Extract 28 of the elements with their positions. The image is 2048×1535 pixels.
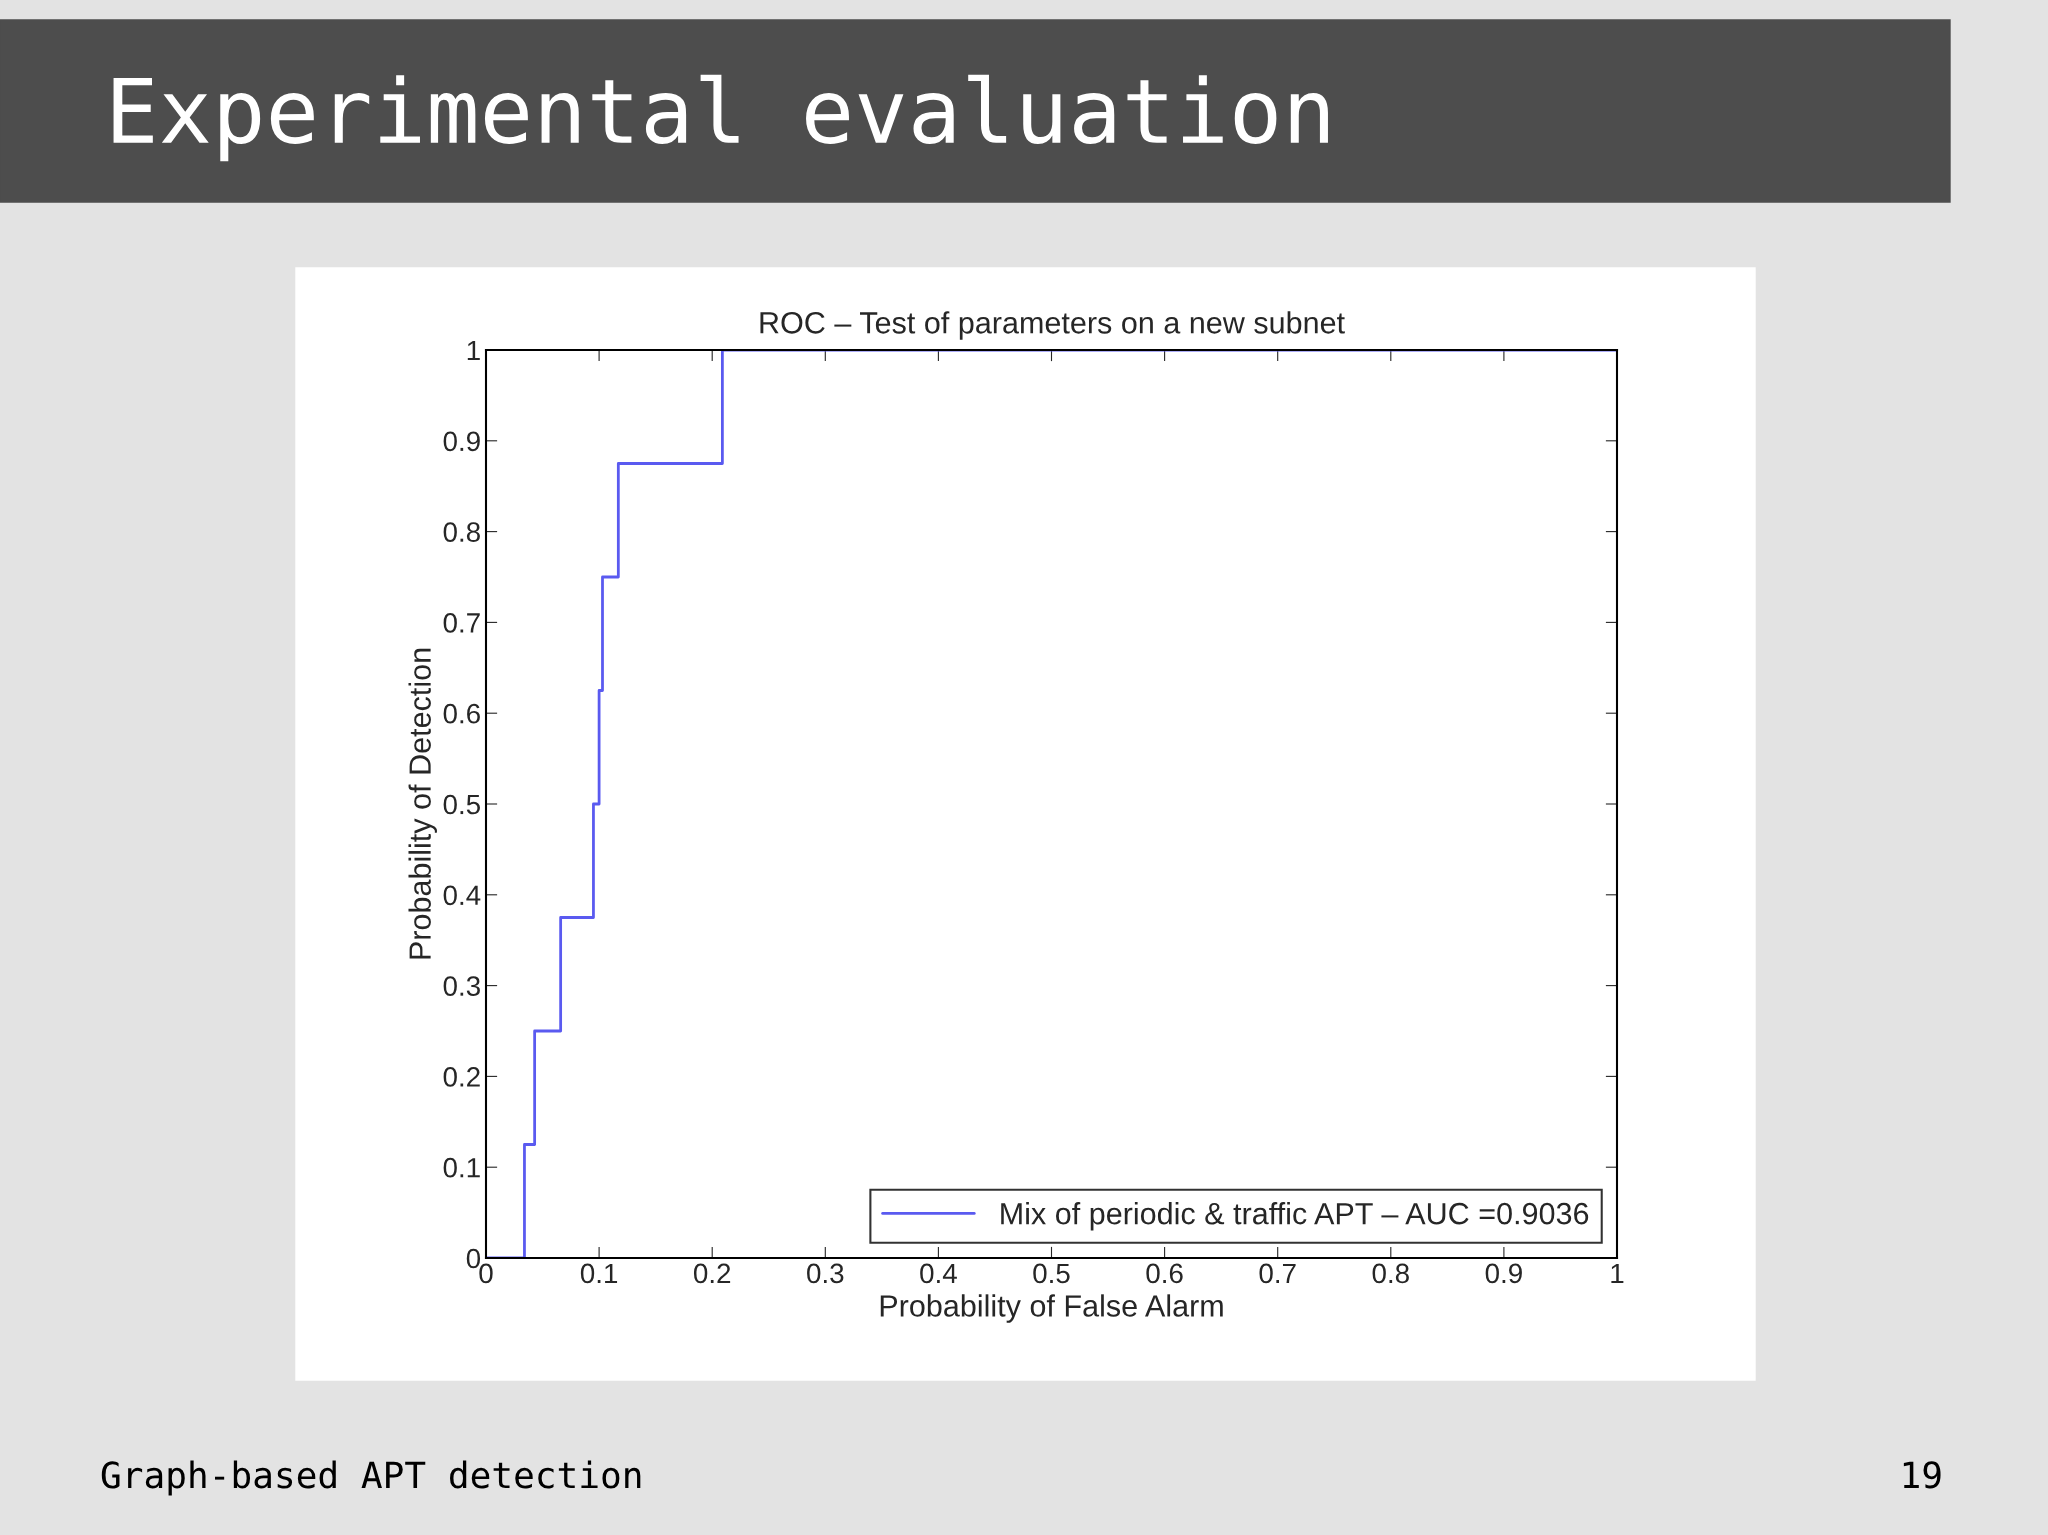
x-tick-label: 0.2 — [693, 1263, 731, 1284]
x-tick-label: 0.5 — [1033, 1263, 1070, 1284]
y-tick-label: 0.4 — [443, 885, 481, 906]
x-tick-label: 0.7 — [1259, 1263, 1296, 1284]
y-tick-label: 0.1 — [443, 1157, 480, 1178]
x-tick-label: 1 — [1611, 1263, 1624, 1283]
y-tick-label: 0.8 — [443, 522, 480, 542]
text: Graph-based APT detection — [101, 1460, 641, 1496]
x-tick-label: 0.8 — [1372, 1263, 1409, 1284]
text: Experimental evaluation — [113, 74, 1328, 162]
x-tick-label: 0.9 — [1485, 1263, 1522, 1284]
x-tick-label: 0.4 — [920, 1263, 957, 1284]
y-tick-label: 0.9 — [443, 431, 480, 452]
x-tick-label: 0.6 — [1146, 1263, 1183, 1284]
y-axis-title: Probability of Detection — [408, 648, 437, 959]
legend-label: Mix of periodic & traffic APT – AUC =0.9036 — [1001, 1202, 1589, 1231]
chart-title: ROC – Test of parameters on a new subnet — [760, 311, 1345, 340]
y-tick-label: 0.5 — [443, 794, 480, 815]
y-tick-label: 0.3 — [443, 976, 480, 996]
x-tick-label: 0.1 — [580, 1263, 618, 1284]
x-tick-label: 0.3 — [807, 1263, 844, 1284]
y-tick-label: 0.6 — [443, 703, 480, 724]
y-tick-label: 1 — [467, 340, 480, 361]
text: 19 — [1903, 1461, 1941, 1489]
y-tick-label: 0 — [466, 1248, 481, 1269]
y-tick-label: 0.2 — [443, 1067, 480, 1087]
y-tick-label: 0.7 — [443, 613, 480, 633]
x-axis-title: Probability of False Alarm — [880, 1294, 1223, 1323]
